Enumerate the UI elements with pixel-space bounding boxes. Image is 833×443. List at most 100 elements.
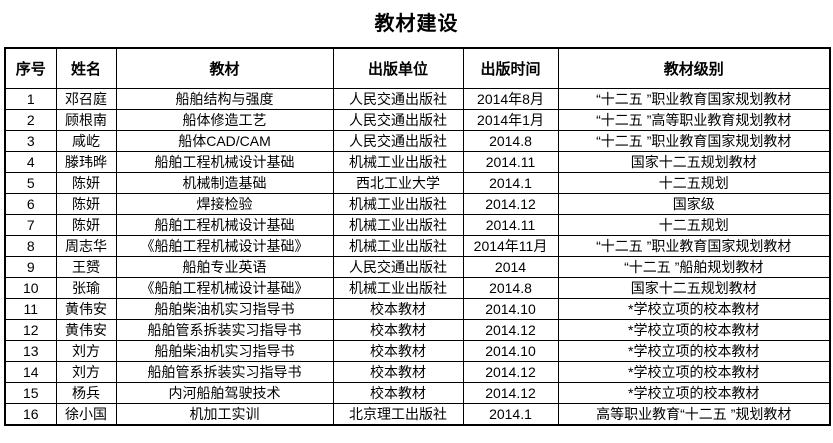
table-cell: 2014 [462,256,559,278]
table-cell: 人民交通出版社 [332,256,464,278]
table-cell: 13 [4,340,57,362]
table-cell: 陈妍 [55,214,117,236]
table-cell: 2014年1月 [462,109,559,131]
table-cell: 10 [4,277,57,299]
table-cell: 机加工实训 [115,403,334,426]
column-header: 教材级别 [557,47,831,89]
table-cell: *学校立项的校本教材 [557,340,831,362]
table-row: 8 周志华 《船舶工程机械设计基础》 机械工业出版社 2014年11月 “十二五 ”职业教… [4,235,831,257]
table-row: 2 顾根南 船体修造工艺 人民交通出版社 2014年1月 “十二五 ”高等职业教育规划教材 [4,109,831,131]
table-cell: 黄伟安 [55,319,117,341]
table-cell: 2014.8 [462,130,559,152]
table-cell: 刘方 [55,361,117,383]
table-cell: 陈妍 [55,172,117,194]
column-header: 出版时间 [462,47,559,89]
table-cell: 人民交通出版社 [332,109,464,131]
table-cell: 7 [4,214,57,236]
table-cell: “十二五 ”职业教育国家规划教材 [557,235,831,257]
column-header: 出版单位 [332,47,464,89]
table-cell: 内河船舶驾驶技术 [115,382,334,404]
table-cell: 2 [4,109,57,131]
table-cell: 2014.12 [462,382,559,404]
table-cell: 校本教材 [332,340,464,362]
table-cell: 11 [4,298,57,320]
table-cell: 2014.10 [462,298,559,320]
table-cell: 2014.10 [462,340,559,362]
table-cell: 2014.1 [462,172,559,194]
table-cell: 12 [4,319,57,341]
table-cell: “十二五 ”职业教育国家规划教材 [557,88,831,110]
table-cell: 十二五规划 [557,172,831,194]
table-row: 7 陈妍 船舶工程机械设计基础 机械工业出版社 2014.11 十二五规划 [4,214,831,236]
table-cell: 船舶管系拆装实习指导书 [115,361,334,383]
table-cell: 8 [4,235,57,257]
table-cell: 16 [4,403,57,426]
page-title: 教材建设 [374,13,459,35]
table-header-row: 序号 姓名 教材 出版单位 出版时间 教材级别 [4,47,831,89]
table-cell: 9 [4,256,57,278]
table-cell: 船舶柴油机实习指导书 [115,340,334,362]
table-cell: “十二五 ”职业教育国家规划教材 [557,130,831,152]
table-cell: 机械工业出版社 [332,235,464,257]
table-cell: 刘方 [55,340,117,362]
table-cell: 15 [4,382,57,404]
table-cell: 2014.8 [462,277,559,299]
table-cell: 4 [4,151,57,173]
table-cell: 人民交通出版社 [332,88,464,110]
table-row: 15 杨兵 内河船舶驾驶技术 校本教材 2014.12 *学校立项的校本教材 [4,382,831,404]
table-cell: 国家十二五规划教材 [557,151,831,173]
table-row: 1 邓召庭 船舶结构与强度 人民交通出版社 2014年8月 “十二五 ”职业教育国家规划教… [4,88,831,110]
table-cell: 张瑜 [55,277,117,299]
table-cell: 2014.12 [462,193,559,215]
table-cell: 6 [4,193,57,215]
table-cell: “十二五 ”船舶规划教材 [557,256,831,278]
table-row: 11 黄伟安 船舶柴油机实习指导书 校本教材 2014.10 *学校立项的校本教材 [4,298,831,320]
table-cell: 5 [4,172,57,194]
table-cell: 船体修造工艺 [115,109,334,131]
table-cell: 校本教材 [332,319,464,341]
table-cell: 机械制造基础 [115,172,334,194]
teaching-materials-table: 序号 姓名 教材 出版单位 出版时间 教材级别 1 邓召庭 船舶结构与强度 人民交通出版社 201… [4,47,831,426]
table-row: 4 滕玮晔 船舶工程机械设计基础 机械工业出版社 2014.11 国家十二五规划教材 [4,151,831,173]
table-cell: 2014.11 [462,214,559,236]
table-cell: 西北工业大学 [332,172,464,194]
table-cell: 北京理工出版社 [332,403,464,426]
table-cell: *学校立项的校本教材 [557,382,831,404]
table-cell: “十二五 ”高等职业教育规划教材 [557,109,831,131]
table-cell: 船舶柴油机实习指导书 [115,298,334,320]
table-cell: 机械工业出版社 [332,151,464,173]
table-cell: 校本教材 [332,382,464,404]
table-row: 6 陈妍 焊接检验 机械工业出版社 2014.12 国家级 [4,193,831,215]
table-row: 5 陈妍 机械制造基础 西北工业大学 2014.1 十二五规划 [4,172,831,194]
column-header: 教材 [115,47,334,89]
table-row: 12 黄伟安 船舶管系拆装实习指导书 校本教材 2014.12 *学校立项的校本教材 [4,319,831,341]
table-row: 9 王赟 船舶专业英语 人民交通出版社 2014 “十二五 ”船舶规划教材 [4,256,831,278]
table-cell: 船舶结构与强度 [115,88,334,110]
table-cell: 滕玮晔 [55,151,117,173]
table-cell: 《船舶工程机械设计基础》 [115,235,334,257]
table-cell: 船体CAD/CAM [115,130,334,152]
table-cell: 机械工业出版社 [332,193,464,215]
table-cell: 船舶专业英语 [115,256,334,278]
table-cell: 14 [4,361,57,383]
column-header: 序号 [4,47,57,89]
table-cell: 《船舶工程机械设计基础》 [115,277,334,299]
table-cell: 国家十二五规划教材 [557,277,831,299]
table-row: 3 咸屹 船体CAD/CAM 人民交通出版社 2014.8 “十二五 ”职业教育国家规划教… [4,130,831,152]
table-row: 14 刘方 船舶管系拆装实习指导书 校本教材 2014.12 *学校立项的校本教材 [4,361,831,383]
table-cell: 顾根南 [55,109,117,131]
table-cell: 十二五规划 [557,214,831,236]
table-cell: 邓召庭 [55,88,117,110]
table-cell: 2014年8月 [462,88,559,110]
table-cell: 校本教材 [332,361,464,383]
table-cell: 2014.12 [462,361,559,383]
table-cell: 高等职业教育“十二五 ”规划教材 [557,403,831,426]
table-cell: 1 [4,88,57,110]
column-header: 姓名 [55,47,117,89]
table-cell: 2014.12 [462,319,559,341]
table-row: 13 刘方 船舶柴油机实习指导书 校本教材 2014.10 *学校立项的校本教材 [4,340,831,362]
table-cell: 校本教材 [332,298,464,320]
table-row: 16 徐小国 机加工实训 北京理工出版社 2014.1 高等职业教育“十二五 ”规划教材 [4,403,831,426]
table-cell: 国家级 [557,193,831,215]
